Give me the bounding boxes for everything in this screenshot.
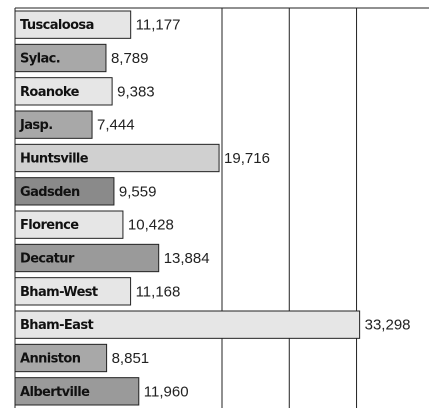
category-label: Anniston: [20, 352, 81, 367]
category-label: Tuscaloosa: [20, 18, 94, 33]
value-label: 9,559: [119, 183, 157, 200]
bar: [14, 310, 361, 339]
value-label: 11,960: [144, 383, 189, 400]
category-label: Huntsville: [20, 152, 89, 167]
bar: [14, 143, 220, 173]
value-label: 11,177: [136, 17, 181, 34]
category-label: Bham-West: [20, 285, 98, 300]
category-label: Sylac.: [20, 52, 60, 67]
value-label: 19,716: [224, 150, 270, 167]
value-label: 8,789: [111, 50, 149, 67]
value-label: 33,298: [365, 317, 411, 334]
category-label: Roanoke: [20, 85, 80, 100]
bar: [14, 110, 93, 139]
category-label: Gadsden: [20, 185, 80, 200]
category-label: Jasp.: [19, 118, 53, 133]
bar: [14, 343, 108, 373]
bar: [14, 377, 140, 406]
value-label: 9,383: [117, 83, 155, 100]
bar: [14, 210, 124, 239]
category-label: Bham-East: [20, 318, 93, 333]
category-label: Decatur: [20, 252, 75, 267]
bar: [14, 77, 113, 106]
bar: [14, 243, 160, 273]
category-label: Albertville: [20, 385, 90, 400]
value-label: 11,168: [136, 283, 181, 300]
value-label: 7,444: [97, 117, 135, 134]
value-label: 8,851: [112, 350, 150, 367]
bar: [14, 10, 132, 39]
value-label: 10,428: [128, 217, 174, 234]
bar: [14, 43, 107, 73]
category-label: Florence: [20, 218, 79, 233]
value-label: 13,884: [164, 250, 210, 267]
bar: [14, 177, 115, 206]
bar: [14, 277, 132, 306]
